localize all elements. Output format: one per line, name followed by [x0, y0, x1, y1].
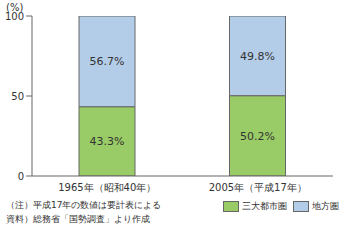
svg-text:50.2%: 50.2% [240, 130, 275, 143]
svg-text:100: 100 [8, 11, 24, 22]
svg-text:1965年（昭和40年）: 1965年（昭和40年） [58, 182, 156, 193]
svg-text:50: 50 [11, 91, 24, 102]
html-text:地方圏: 地方圏 [312, 201, 339, 211]
svg-text:49.8%: 49.8% [240, 50, 275, 63]
svg-text:0: 0 [18, 171, 24, 182]
html-text:資料）総務省「国勢調査」より作成: 資料）総務省「国勢調査」より作成 [6, 214, 150, 224]
html-text:三大都市圏: 三大都市圏 [242, 201, 287, 211]
svg-text:56.7%: 56.7% [90, 55, 125, 68]
html-text:（注）平成17年の数値は要計表による: （注）平成17年の数値は要計表による [6, 200, 162, 210]
svg-text:43.3%: 43.3% [90, 135, 125, 148]
svg-text:2005年（平成17年）: 2005年（平成17年） [209, 182, 307, 193]
